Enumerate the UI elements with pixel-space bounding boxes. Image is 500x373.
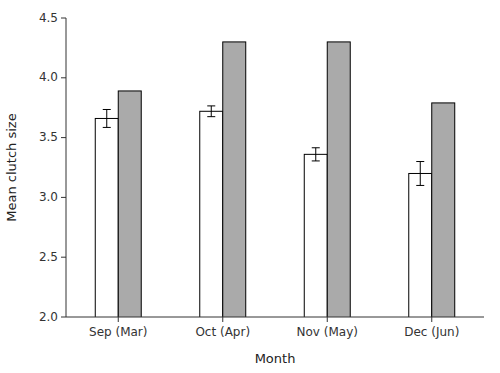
y-tick [61, 77, 66, 78]
x-tick [118, 317, 119, 322]
y-tick-label: 3.0 [39, 190, 58, 204]
error-bar [103, 109, 111, 127]
y-tick [61, 257, 66, 258]
y-tick-label: 2.0 [39, 310, 58, 324]
x-tick-label: Nov (May) [297, 325, 358, 339]
bar [200, 111, 223, 317]
bar [304, 154, 327, 317]
y-tick-label: 3.5 [39, 130, 58, 144]
x-tick-label: Dec (Jun) [404, 325, 459, 339]
x-tick [222, 317, 223, 322]
y-tick-label: 4.0 [39, 70, 58, 84]
y-tick [61, 317, 66, 318]
error-bar [207, 106, 215, 117]
bar [409, 173, 432, 317]
y-axis-line [66, 18, 67, 317]
bar [327, 42, 350, 317]
bar [223, 42, 246, 317]
y-axis-label: Mean clutch size [4, 113, 19, 221]
x-tick-label: Sep (Mar) [89, 325, 147, 339]
bar [432, 103, 455, 317]
y-tick [61, 137, 66, 138]
x-axis-line [66, 317, 484, 318]
bar [118, 91, 141, 317]
x-tick [431, 317, 432, 322]
plot-area [95, 42, 454, 317]
x-tick-label: Oct (Apr) [195, 325, 250, 339]
error-bar [416, 162, 424, 186]
y-tick [61, 18, 66, 19]
chart: 2.0 2.5 3.0 3.5 4.0 4.5 Sep (Mar) Oct (Apr) Nov … [0, 0, 500, 373]
y-tick-label: 2.5 [39, 250, 58, 264]
y-tick-label: 4.5 [39, 11, 58, 25]
bar [95, 118, 118, 317]
y-tick [61, 197, 66, 198]
x-tick [327, 317, 328, 322]
error-bar [312, 148, 320, 161]
chart-container: 2.0 2.5 3.0 3.5 4.0 4.5 Sep (Mar) Oct (Apr) Nov … [0, 0, 500, 373]
x-axis-label: Month [255, 351, 296, 366]
